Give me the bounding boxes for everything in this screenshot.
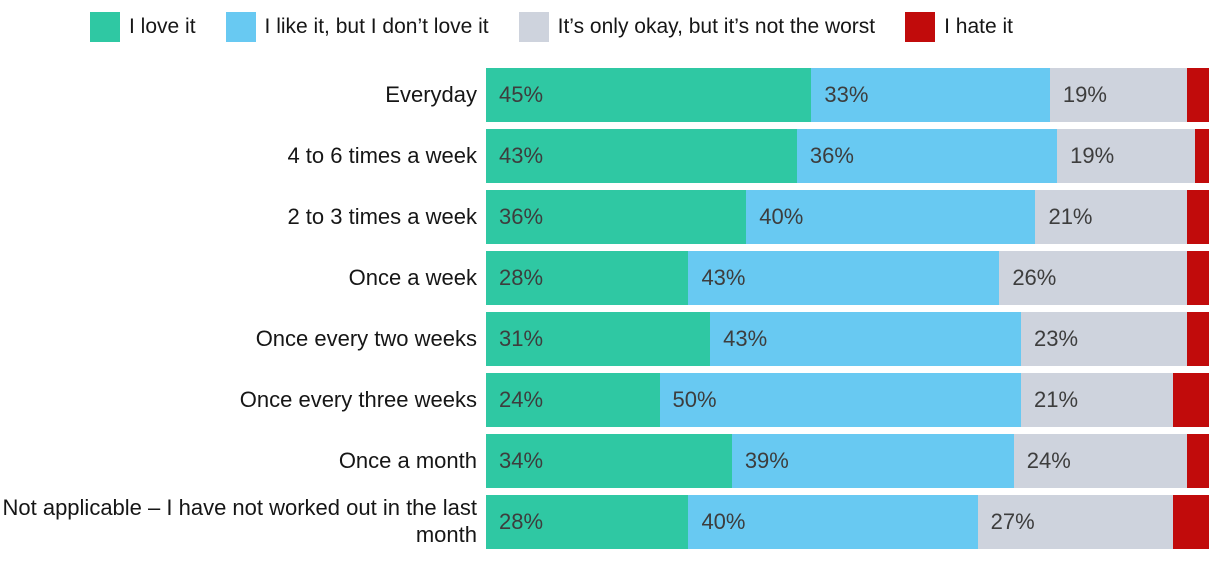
segment-value-label: 40% [701,509,746,534]
bar-segment [1187,251,1209,305]
bar-track: 34% 39% 24% [486,434,1209,488]
bar-segment: 19% [1049,68,1188,122]
segment-value-label: 21% [1034,387,1079,412]
legend-swatch-icon [905,12,936,42]
legend-item: I like it, but I don’t love it [225,12,489,42]
segment-value-label: 40% [759,204,804,229]
category-label: Not applicable – I have not worked out i… [2,495,477,547]
segment-value-label: 43% [723,326,768,351]
category-label: 2 to 3 times a week [287,203,477,229]
segment-value-label: 19% [1070,143,1115,168]
bar-segment: 26% [999,251,1188,305]
bar-segment: 19% [1057,129,1195,183]
segment-value-label: 45% [499,82,544,107]
bar-track: 24% 50% 21% [486,373,1209,427]
bar-segment: 21% [1021,373,1173,427]
segment-value-label: 28% [499,265,544,290]
bar-segment [1187,68,1209,122]
bar-track: 28% 43% 26% [486,251,1209,305]
bar-segment: 40% [688,495,978,549]
bar-track: 45% 33% 19% [486,68,1209,122]
bar-segment: 27% [977,495,1173,549]
segment-value-label: 39% [744,448,789,473]
bar-segment [1187,190,1209,244]
segment-value-label: 43% [499,143,544,168]
chart-row: Everyday 45% 33% 19% [0,68,1220,122]
category-label: Everyday [385,81,477,107]
bar-segment: 40% [746,190,1036,244]
segment-value-label: 36% [499,204,544,229]
segment-value-label: 27% [990,509,1035,534]
bar-segment: 21% [1035,190,1188,244]
chart-row: 2 to 3 times a week 36% 40% 21% [0,190,1220,244]
category-label: Once a month [338,447,477,473]
legend-label: I love it [129,15,196,38]
bar-segment: 36% [486,190,747,244]
bar-track: 43% 36% 19% [486,129,1209,183]
legend-label: I like it, but I don’t love it [264,15,489,38]
chart-area: Everyday 45% 33% 19% 4 to 6 times a week 43% 3… [0,68,1220,549]
bar-segment: 43% [688,251,1000,305]
segment-value-label: 34% [499,448,544,473]
bar-segment [1187,434,1209,488]
bar-segment: 24% [1013,434,1188,488]
segment-value-label: 31% [499,326,544,351]
segment-value-label: 50% [672,387,717,412]
segment-value-label: 26% [1012,265,1057,290]
chart-row: Once a week 28% 43% 26% [0,251,1220,305]
chart-legend: I love it I like it, but I don’t love it I… [90,0,1220,42]
chart-row: Not applicable – I have not worked out i… [0,495,1220,549]
category-label: Once every two weeks [255,325,477,351]
bar-segment: 34% [486,434,732,488]
bar-segment [1172,495,1209,549]
chart-row: Once every three weeks 24% 50% 21% [0,373,1220,427]
bar-segment [1194,129,1209,183]
category-label: 4 to 6 times a week [287,142,477,168]
bar-segment: 23% [1021,312,1188,366]
bar-segment: 50% [659,373,1022,427]
bar-track: 28% 40% 27% [486,495,1209,549]
bar-segment: 31% [486,312,711,366]
segment-value-label: 23% [1034,326,1079,351]
segment-value-label: 28% [499,509,544,534]
legend-swatch-icon [90,12,120,42]
legend-swatch-icon [518,12,549,42]
legend-item: I hate it [905,12,1013,42]
legend-label: I hate it [944,15,1014,38]
bar-segment: 39% [731,434,1014,488]
legend-label: It’s only okay, but it’s not the worst [557,15,876,38]
bar-segment [1172,373,1209,427]
segment-value-label: 19% [1062,82,1107,107]
segment-value-label: 21% [1048,204,1093,229]
segment-value-label: 33% [824,82,869,107]
legend-swatch-icon [225,12,256,42]
bar-segment: 43% [486,129,797,183]
chart-row: Once a month 34% 39% 24% [0,434,1220,488]
bar-segment: 24% [486,373,660,427]
bar-segment: 33% [811,68,1050,122]
segment-value-label: 24% [1026,448,1071,473]
legend-item: I love it [90,12,196,42]
bar-segment: 36% [796,129,1058,183]
segment-value-label: 43% [701,265,746,290]
segment-value-label: 36% [809,143,854,168]
chart-row: Once every two weeks 31% 43% 23% [0,312,1220,366]
chart-row: 4 to 6 times a week 43% 36% 19% [0,129,1220,183]
bar-segment: 45% [486,68,812,122]
bar-track: 31% 43% 23% [486,312,1209,366]
bar-track: 36% 40% 21% [486,190,1209,244]
category-label: Once a week [348,264,477,290]
legend-item: It’s only okay, but it’s not the worst [518,12,876,42]
segment-value-label: 24% [499,387,544,412]
category-label: Once every three weeks [239,386,477,412]
bar-segment [1187,312,1209,366]
bar-segment: 28% [486,495,689,549]
bar-segment: 43% [710,312,1021,366]
bar-segment: 28% [486,251,689,305]
